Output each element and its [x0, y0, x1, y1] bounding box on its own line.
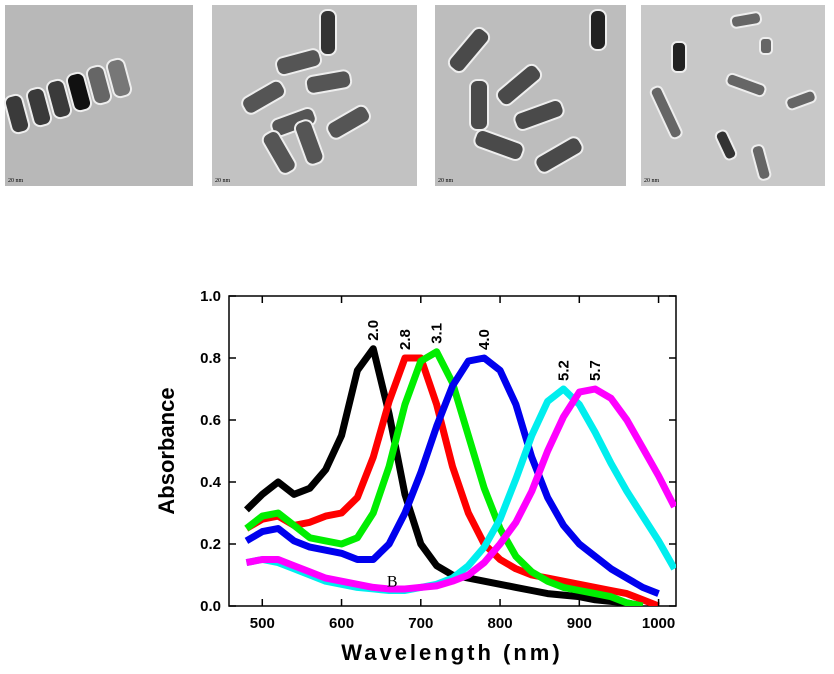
- series-label: 5.2: [555, 360, 572, 381]
- y-tick-label: 0.8: [200, 350, 221, 367]
- x-tick-label: 1000: [642, 615, 675, 632]
- series-label: 2.8: [397, 329, 414, 350]
- scale-label: 20 nm: [644, 178, 660, 184]
- x-axis-title: Wavelength (nm): [341, 640, 562, 665]
- series-label: 3.1: [429, 323, 446, 344]
- series-label: 2.0: [365, 320, 382, 341]
- series-label: 4.0: [476, 329, 493, 350]
- x-tick-label: 800: [488, 615, 513, 632]
- y-tick-label: 0.4: [200, 474, 222, 491]
- tem-panel: 20 nm: [212, 5, 417, 186]
- annotation: B: [387, 573, 398, 590]
- series-line: [243, 345, 644, 606]
- tem-panel: 20 nm: [641, 5, 825, 186]
- scale-label: 20 nm: [215, 178, 231, 184]
- tem-panel: 20 nm: [3, 5, 193, 186]
- series-line: [244, 354, 660, 606]
- y-tick-label: 1.0: [200, 288, 221, 305]
- x-tick-label: 900: [567, 615, 592, 632]
- y-tick-label: 0.2: [200, 536, 221, 553]
- series-line: [244, 348, 644, 606]
- x-tick-label: 600: [329, 615, 354, 632]
- tem-panel: 20 nm: [435, 5, 626, 186]
- y-axis-title: Absorbance: [154, 387, 179, 514]
- scale-label: 20 nm: [438, 178, 454, 184]
- y-tick-label: 0.0: [200, 598, 221, 615]
- plot-area: [243, 345, 676, 606]
- plot-frame: [228, 295, 677, 607]
- x-tick-label: 700: [408, 615, 433, 632]
- series-line: [244, 354, 660, 597]
- series-label: 5.7: [587, 360, 604, 381]
- scale-label: 20 nm: [8, 178, 24, 184]
- y-tick-label: 0.6: [200, 412, 221, 429]
- series-line: [245, 385, 676, 593]
- x-tick-label: 500: [250, 615, 275, 632]
